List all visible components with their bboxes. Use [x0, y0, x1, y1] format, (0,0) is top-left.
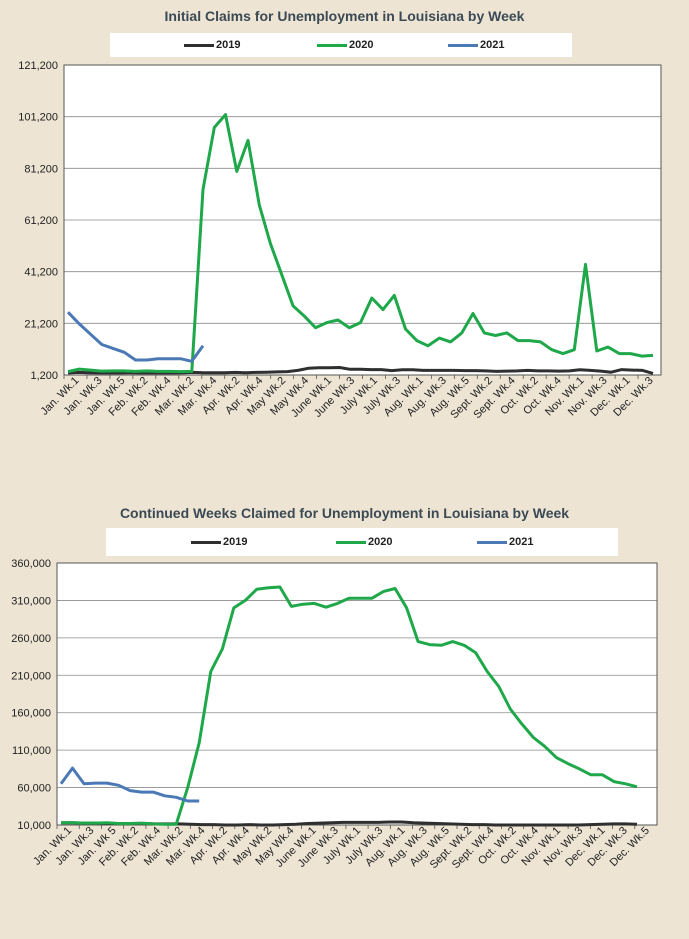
y-tick-label: 121,200 — [18, 60, 58, 72]
y-tick-label: 41,200 — [24, 267, 58, 279]
legend-swatch — [336, 540, 366, 544]
legend-item-2021: 2021 — [448, 33, 504, 57]
y-tick-label: 61,200 — [24, 215, 58, 227]
plot-border — [63, 64, 662, 376]
legend-swatch — [317, 43, 347, 47]
legend-item-2019: 2019 — [191, 528, 247, 556]
legend-swatch — [191, 540, 221, 544]
y-tick-label: 110,000 — [12, 745, 51, 757]
legend-label: 2020 — [349, 39, 374, 51]
legend-label: 2021 — [509, 536, 534, 548]
series-line-2021 — [59, 766, 200, 803]
y-tick-label: 260,000 — [11, 633, 51, 645]
legend: 2019 2020 2021 — [110, 33, 572, 57]
legend: 2019 2020 2021 — [106, 528, 618, 556]
series-line-2021 — [66, 311, 205, 363]
series-line-2020 — [61, 585, 638, 826]
legend-swatch — [477, 540, 507, 544]
y-tick-label: 10,000 — [17, 820, 51, 832]
y-tick-label: 1,200 — [30, 370, 58, 382]
legend-item-2020: 2020 — [336, 528, 392, 556]
y-tick-label: 160,000 — [11, 708, 51, 720]
legend-item-2021: 2021 — [477, 528, 533, 556]
chart-title: Initial Claims for Unemployment in Louis… — [164, 8, 525, 24]
legend-item-2019: 2019 — [184, 33, 240, 57]
continued-weeks-panel: Continued Weeks Claimed for Unemployment… — [0, 487, 689, 939]
chart-title: Continued Weeks Claimed for Unemployment… — [119, 505, 570, 521]
y-tick-label: 60,000 — [17, 783, 51, 795]
legend-item-2020: 2020 — [317, 33, 373, 57]
legend-swatch — [448, 43, 478, 47]
y-tick-label: 310,000 — [11, 595, 51, 607]
y-tick-label: 21,200 — [24, 318, 58, 330]
legend-label: 2021 — [480, 39, 505, 51]
initial-claims-chart: 121,200 101,200 81,200 61,200 41,200 21,200 1,… — [18, 60, 662, 421]
initial-claims-panel: Initial Claims for Unemployment in Louis… — [18, 8, 662, 421]
legend-label: 2019 — [223, 536, 248, 548]
y-tick-label: 360,000 — [11, 558, 51, 570]
legend-swatch — [184, 43, 214, 47]
plot-area — [57, 563, 657, 825]
y-tick-label: 101,200 — [18, 112, 58, 124]
series-line-2020 — [67, 113, 654, 374]
legend-label: 2020 — [368, 536, 393, 548]
y-tick-label: 81,200 — [24, 163, 58, 175]
legend-label: 2019 — [216, 39, 241, 51]
y-tick-label: 210,000 — [11, 670, 51, 682]
continued-weeks-chart: 360,000 310,000 260,000 210,000 160,000 110,0… — [11, 558, 658, 871]
plot-border — [56, 562, 658, 826]
